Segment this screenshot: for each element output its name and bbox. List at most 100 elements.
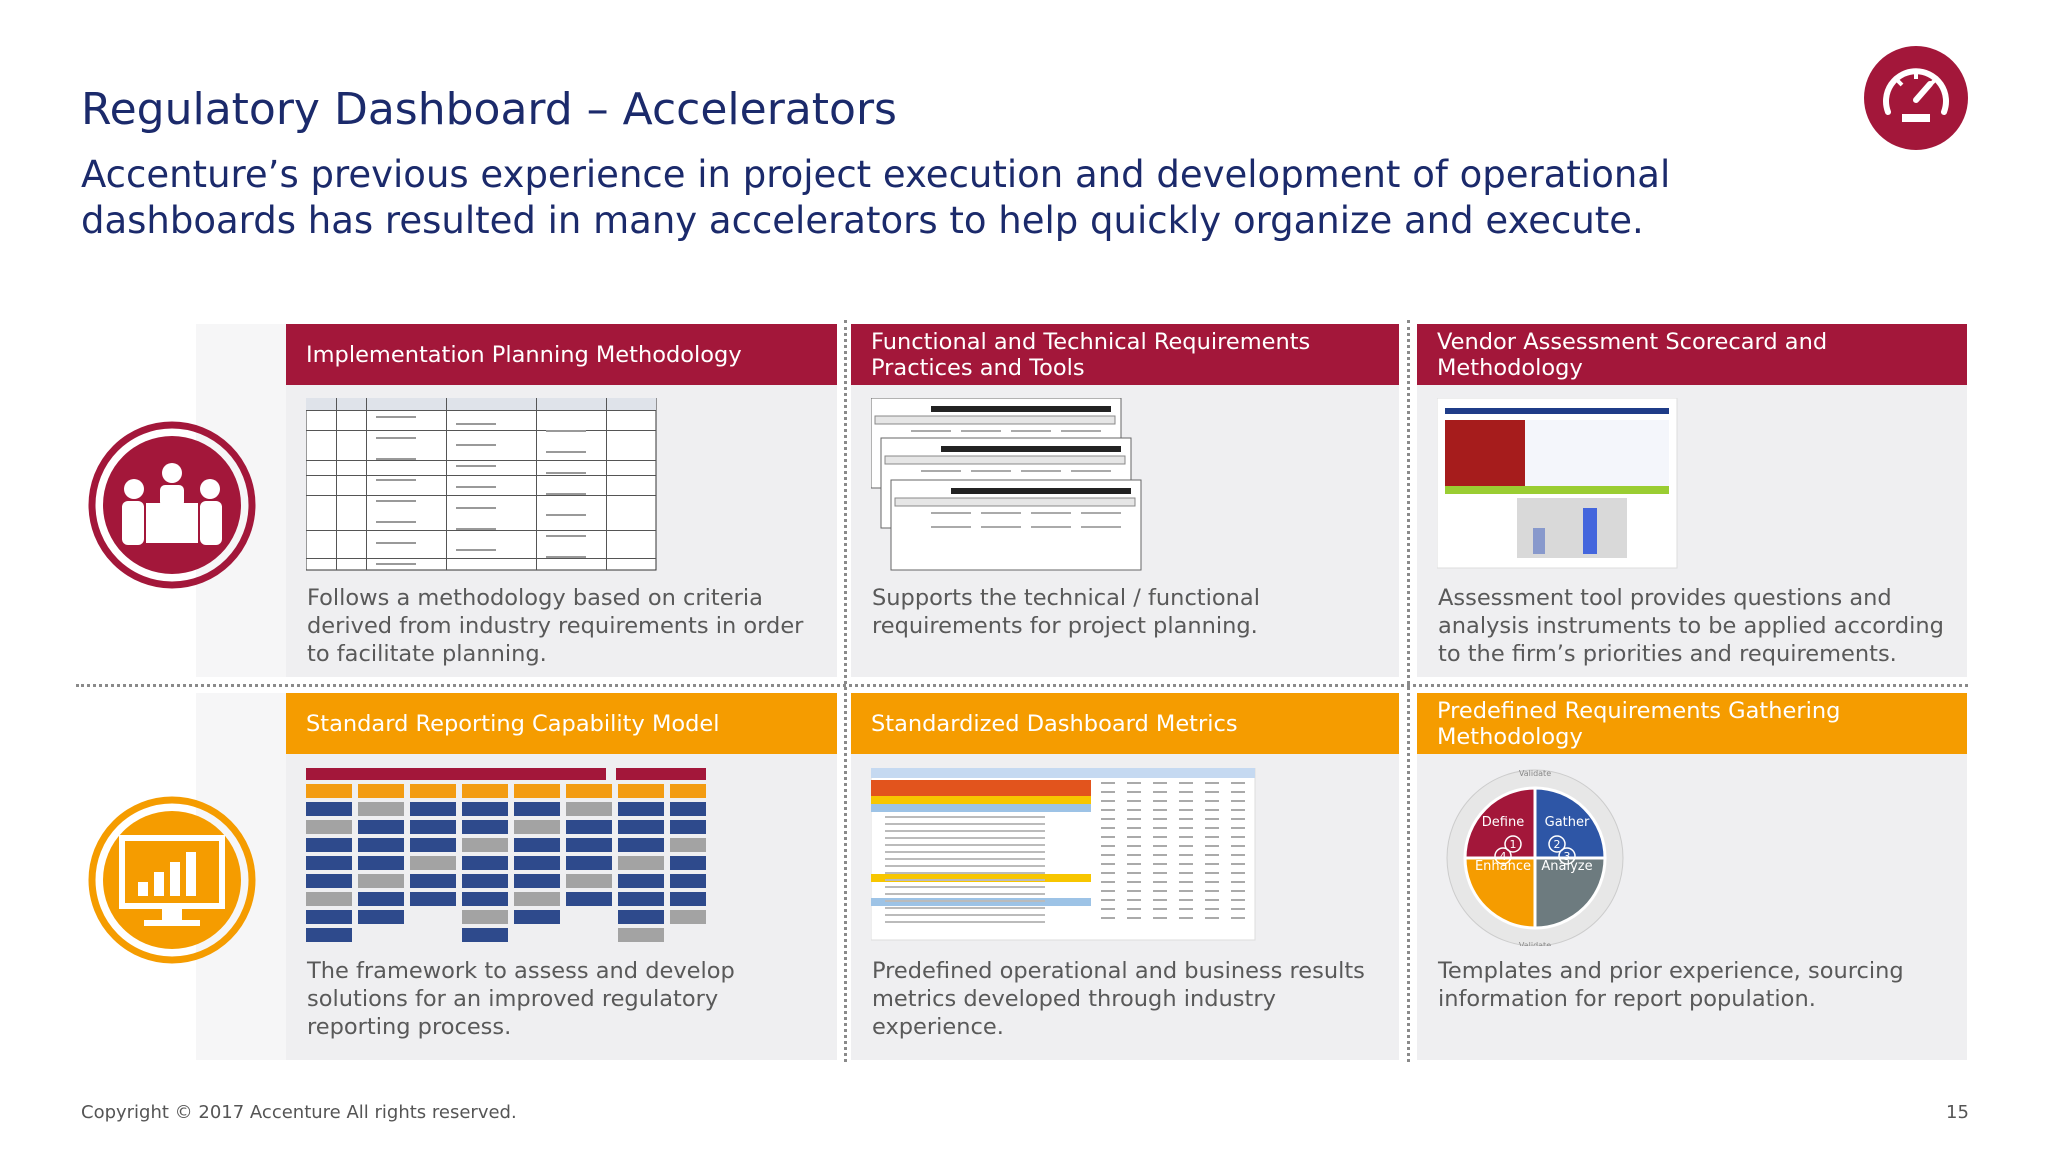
thumb-shape <box>871 768 1255 778</box>
wheel-label: Gather <box>1545 815 1590 830</box>
thumb-shape <box>462 910 508 924</box>
thumb-shape <box>358 892 404 906</box>
thumb-shape <box>670 820 706 834</box>
card-description: Supports the technical / functional requ… <box>872 585 1260 639</box>
thumb-shape <box>961 430 1001 432</box>
thumb-shape <box>618 802 664 816</box>
thumb-shape <box>981 526 1021 528</box>
thumb-shape <box>566 874 612 888</box>
thumb-shape <box>1127 908 1141 910</box>
wheel-ring-label: Validate <box>1519 769 1551 778</box>
thumb-shape <box>1205 791 1219 793</box>
thumb-shape <box>1205 890 1219 892</box>
thumb-shape <box>885 907 1045 909</box>
thumb-shape <box>462 838 508 852</box>
wheel-badge <box>1504 835 1522 853</box>
thumb-shape <box>1231 881 1245 883</box>
thumb-shape <box>1127 899 1141 901</box>
thumb-shape <box>410 784 456 798</box>
thumb-shape <box>1179 782 1193 784</box>
thumb-shape <box>890 479 1142 571</box>
thumb-shape <box>871 796 1091 804</box>
thumb-shape <box>410 820 456 834</box>
thumb-shape <box>670 802 706 816</box>
thumb-shape <box>336 398 337 570</box>
title: Regulatory Dashboard – Accelerators <box>81 84 897 135</box>
thumb-shape <box>1179 890 1193 892</box>
thumb-shape <box>1445 408 1669 414</box>
thumb-shape <box>885 858 1045 860</box>
thumb-shape <box>1179 827 1193 829</box>
thumb-shape <box>514 874 560 888</box>
thumb-shape <box>1205 863 1219 865</box>
thumb-shape <box>306 928 352 942</box>
card-title: Standardized Dashboard Metrics <box>851 693 1399 754</box>
thumb-shape <box>1153 872 1167 874</box>
thumb-shape <box>456 549 496 551</box>
thumb-shape <box>1127 917 1141 919</box>
card-description: Follows a methodology based on criteria … <box>307 585 804 667</box>
thumb-shape <box>358 910 404 924</box>
thumb-shape <box>670 856 706 870</box>
card-title: Predefined Requirements Gathering Method… <box>1417 693 1967 754</box>
thumb-shape <box>885 837 1045 839</box>
thumb-shape <box>1179 845 1193 847</box>
thumb-shape <box>1231 782 1245 784</box>
thumb-shape <box>306 820 352 834</box>
thumb-shape <box>514 910 560 924</box>
thumb-shape <box>1127 809 1141 811</box>
thumb-shape <box>921 470 961 472</box>
thumb-shape <box>1127 800 1141 802</box>
thumb-shape <box>1127 890 1141 892</box>
thumb-shape <box>1071 470 1111 472</box>
wheel-quadrant <box>1533 786 1607 860</box>
thumb-shape <box>376 416 416 418</box>
thumb-shape <box>1101 863 1115 865</box>
thumb-shape <box>446 398 447 570</box>
thumb-shape <box>871 804 1091 812</box>
thumb-shape <box>1445 420 1525 486</box>
thumb-shape <box>410 802 456 816</box>
thumb-shape <box>566 892 612 906</box>
wheel-quadrant <box>1533 856 1607 930</box>
thumb-shape <box>306 460 656 461</box>
thumb-shape <box>618 892 664 906</box>
thumb-shape <box>931 406 1111 412</box>
thumb-shape <box>1153 809 1167 811</box>
thumb-shape <box>1205 782 1219 784</box>
thumb-shape <box>606 398 607 570</box>
wheel-label: Define <box>1482 815 1524 830</box>
card-description: Assessment tool provides questions and a… <box>1438 585 1944 667</box>
thumb-shape <box>951 488 1131 494</box>
thumb-shape <box>894 497 1136 507</box>
thumb-shape <box>462 802 508 816</box>
thumb-shape <box>1127 818 1141 820</box>
thumb-shape <box>306 530 656 531</box>
thumb-shape <box>1445 486 1669 494</box>
thumb-shape <box>1179 800 1193 802</box>
thumb-shape <box>885 900 1045 902</box>
thumb-shape <box>514 856 560 870</box>
thumb-shape <box>1031 512 1071 514</box>
thumb-shape <box>618 928 664 942</box>
thumb-shape <box>358 820 404 834</box>
wheel-badge <box>1494 847 1512 865</box>
thumb-shape <box>1231 899 1245 901</box>
meeting-icon <box>88 421 256 589</box>
wheel-number: 1 <box>1510 838 1517 851</box>
thumb-shape <box>306 784 352 798</box>
thumb-shape <box>566 802 612 816</box>
thumb-shape <box>1205 845 1219 847</box>
thumb-shape <box>1231 791 1245 793</box>
thumb-shape <box>376 437 416 439</box>
thumb-shape <box>1153 917 1167 919</box>
thumb-shape <box>1127 854 1141 856</box>
thumb-shape <box>306 838 352 852</box>
thumb-shape <box>376 458 416 460</box>
thumb-shape <box>670 892 706 906</box>
thumb-shape <box>1179 917 1193 919</box>
thumb-shape <box>358 802 404 816</box>
wheel-ring-label: Validate <box>1519 941 1551 946</box>
thumb-shape <box>885 921 1045 923</box>
thumb-shape <box>618 820 664 834</box>
